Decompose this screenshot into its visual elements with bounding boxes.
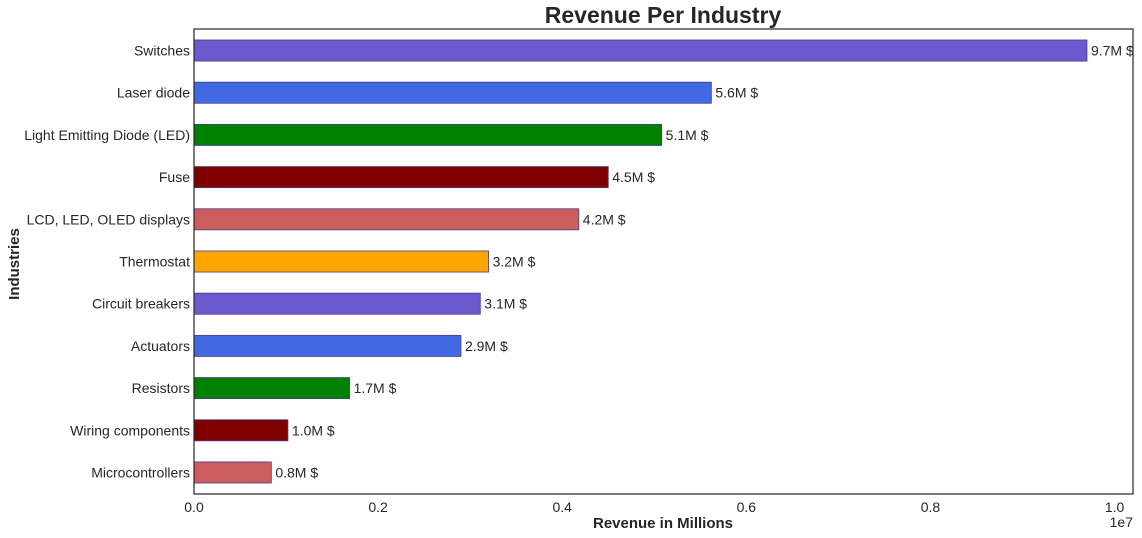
- y-tick-label: Switches: [134, 43, 190, 59]
- bar-thermostat: [193, 250, 489, 273]
- bar-actuators: [193, 334, 462, 357]
- x-offset-text: 1e7: [1110, 514, 1134, 530]
- data-labels-group: 9.7M $ 5.6M $ 5.1M $ 4.5M $ 4.2M $ 3.2M $ 3.1M…: [275, 43, 1134, 481]
- x-axis-label: Revenue in Millions: [593, 515, 733, 532]
- bar-resistors: [193, 377, 350, 400]
- data-label: 3.1M $: [484, 296, 527, 312]
- bar-wiring-components: [193, 419, 289, 442]
- bar-laser-diode: [193, 81, 712, 104]
- x-tick-label: 0.6: [737, 499, 757, 515]
- bar-circuit-breakers: [193, 292, 481, 315]
- bar-light-emitting-diode-led: [193, 123, 663, 146]
- y-axis-label: Industries: [6, 228, 23, 300]
- y-tick-label: Resistors: [132, 380, 190, 396]
- x-tick-labels: 0.0 0.2 0.4 0.6 0.8 1.0: [184, 499, 1124, 515]
- data-label: 0.8M $: [275, 464, 318, 480]
- bar-switches: [193, 39, 1088, 62]
- y-tick-label: Light Emitting Diode (LED): [24, 127, 190, 143]
- bar-microcontrollers: [193, 461, 272, 484]
- data-label: 5.6M $: [715, 85, 758, 101]
- data-label: 2.9M $: [465, 338, 508, 354]
- y-tick-label: Wiring components: [70, 422, 190, 438]
- data-label: 1.7M $: [354, 380, 397, 396]
- bars-group: [193, 39, 1088, 484]
- chart-title: Revenue Per Industry: [545, 2, 782, 28]
- data-label: 9.7M $: [1091, 43, 1134, 59]
- data-label: 5.1M $: [666, 127, 709, 143]
- y-tick-label: Actuators: [131, 338, 190, 354]
- y-tick-labels: Switches Laser diode Light Emitting Diode …: [24, 43, 190, 481]
- y-tick-label: Circuit breakers: [92, 296, 190, 312]
- y-tick-label: Laser diode: [117, 85, 190, 101]
- y-tick-label: Thermostat: [119, 254, 190, 270]
- bar-fuse: [193, 166, 609, 189]
- x-tick-label: 1.0: [1105, 499, 1125, 515]
- y-tick-label: Fuse: [159, 169, 190, 185]
- data-label: 4.5M $: [612, 169, 655, 185]
- data-label: 3.2M $: [493, 254, 536, 270]
- y-tick-label: Microcontrollers: [91, 464, 190, 480]
- y-tick-label: LCD, LED, OLED displays: [27, 211, 190, 227]
- x-tick-label: 0.2: [368, 499, 388, 515]
- x-tick-label: 0.4: [553, 499, 573, 515]
- data-label: 4.2M $: [583, 211, 626, 227]
- x-tick-label: 0.0: [184, 499, 204, 515]
- plot-frame: [193, 28, 1134, 495]
- x-tick-label: 0.8: [921, 499, 941, 515]
- bar-lcd-led-oled-displays: [193, 208, 580, 231]
- data-label: 1.0M $: [292, 422, 335, 438]
